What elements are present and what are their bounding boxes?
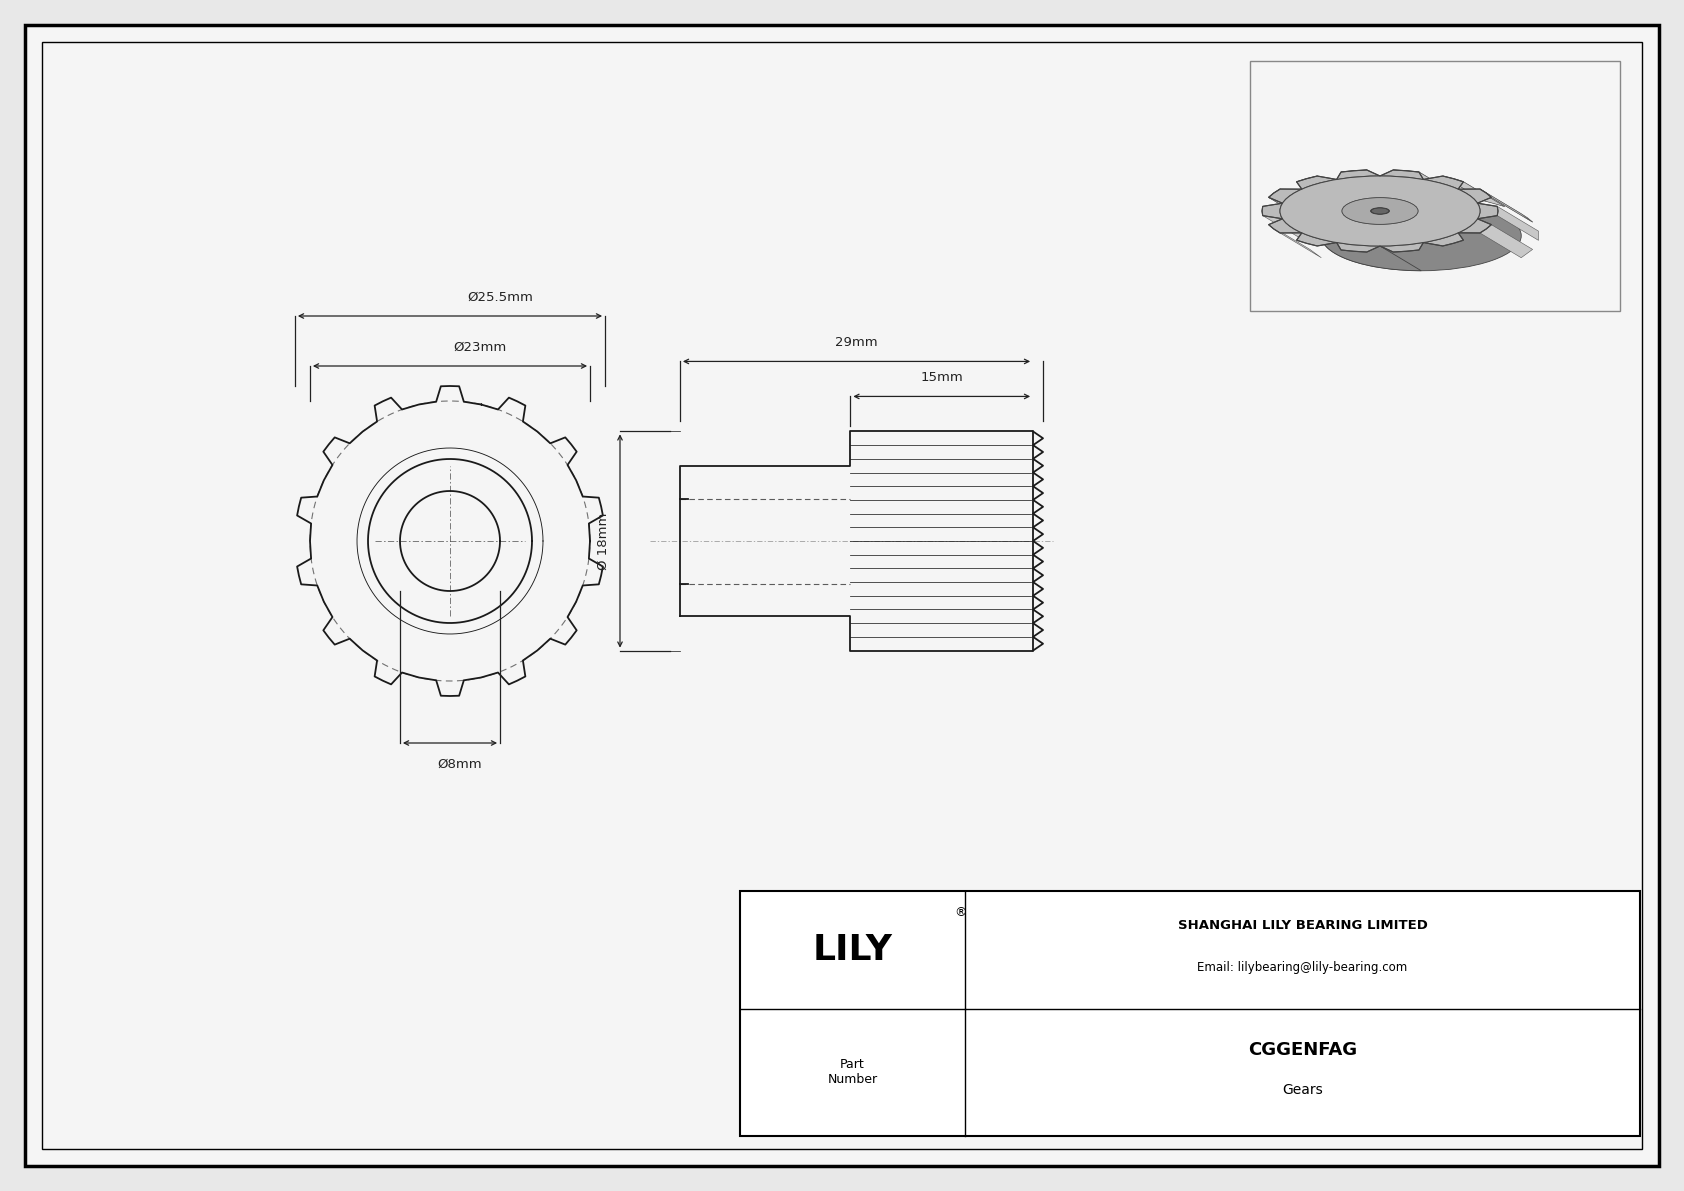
Ellipse shape xyxy=(1288,206,1297,217)
Polygon shape xyxy=(1340,170,1408,197)
Polygon shape xyxy=(1443,176,1505,206)
Ellipse shape xyxy=(1342,198,1418,224)
Polygon shape xyxy=(1263,206,1303,241)
Polygon shape xyxy=(1268,225,1322,257)
Polygon shape xyxy=(1480,225,1532,257)
Ellipse shape xyxy=(1371,207,1389,214)
Text: Ø8mm: Ø8mm xyxy=(438,757,482,771)
Polygon shape xyxy=(1268,189,1322,222)
Bar xyxy=(1250,61,1620,311)
Text: Gears: Gears xyxy=(1282,1084,1324,1097)
Ellipse shape xyxy=(1280,176,1480,247)
Text: Ø23mm: Ø23mm xyxy=(453,341,507,354)
Ellipse shape xyxy=(1280,176,1480,247)
Polygon shape xyxy=(1443,176,1505,206)
Polygon shape xyxy=(1297,176,1359,206)
Ellipse shape xyxy=(1371,208,1389,214)
Text: Part
Number: Part Number xyxy=(827,1059,877,1086)
Text: Ø 18mm: Ø 18mm xyxy=(598,512,610,569)
Ellipse shape xyxy=(1280,197,1303,225)
Text: SHANGHAI LILY BEARING LIMITED: SHANGHAI LILY BEARING LIMITED xyxy=(1177,919,1428,933)
Polygon shape xyxy=(1280,176,1421,270)
Polygon shape xyxy=(1480,189,1532,222)
Ellipse shape xyxy=(1342,198,1418,224)
Polygon shape xyxy=(1261,170,1499,252)
Polygon shape xyxy=(1393,170,1460,197)
Polygon shape xyxy=(1297,176,1359,206)
Polygon shape xyxy=(1497,206,1539,241)
Text: 29mm: 29mm xyxy=(835,336,877,349)
Text: Email: lilybearing@lily-bearing.com: Email: lilybearing@lily-bearing.com xyxy=(1197,961,1408,974)
Polygon shape xyxy=(1268,189,1322,222)
Text: ®: ® xyxy=(953,906,967,919)
Polygon shape xyxy=(1340,170,1408,197)
Bar xyxy=(739,891,1640,1136)
Text: CGGENFAG: CGGENFAG xyxy=(1248,1041,1357,1059)
Text: 15mm: 15mm xyxy=(921,372,963,385)
Text: Ø25.5mm: Ø25.5mm xyxy=(466,291,532,304)
Text: LILY: LILY xyxy=(813,933,893,967)
Polygon shape xyxy=(1393,170,1460,197)
Ellipse shape xyxy=(1322,201,1521,270)
Polygon shape xyxy=(1292,197,1379,225)
Polygon shape xyxy=(1480,189,1532,222)
